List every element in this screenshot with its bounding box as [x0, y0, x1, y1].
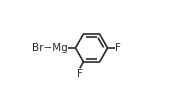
Text: F: F — [115, 43, 121, 53]
Text: F: F — [77, 69, 83, 79]
Text: Br−Mg: Br−Mg — [32, 43, 68, 53]
